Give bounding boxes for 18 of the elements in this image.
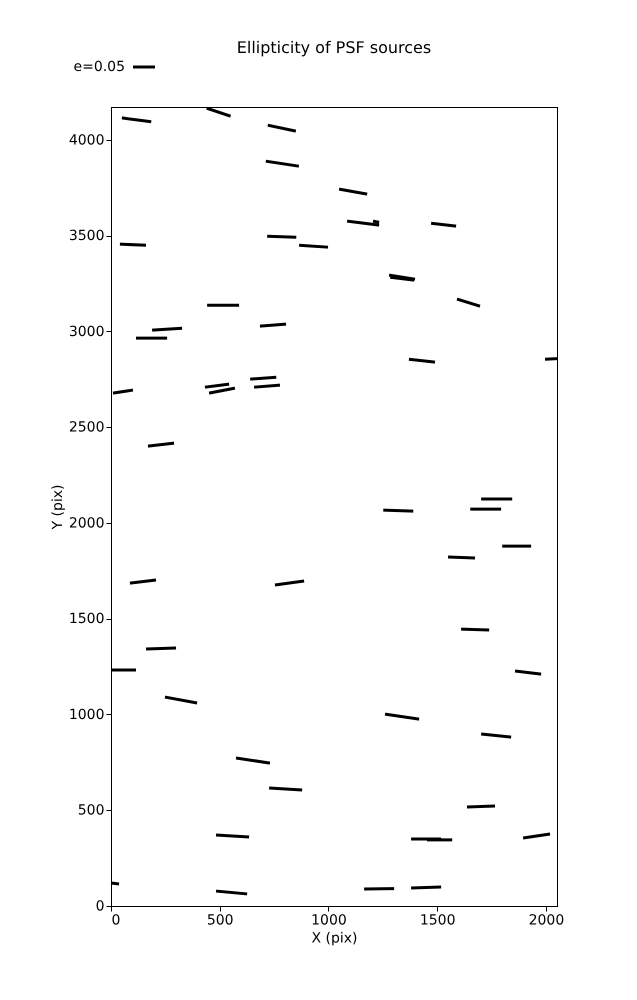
- x-tick-label: 500: [206, 912, 234, 928]
- y-axis-title: Y (pix): [50, 484, 66, 530]
- y-tick-label: 1000: [68, 706, 104, 723]
- y-tick-label: 1500: [68, 611, 104, 628]
- x-tick-label: 1500: [420, 912, 456, 928]
- x-tick-label: 0: [112, 912, 120, 928]
- y-tick-label: 4000: [68, 132, 104, 148]
- chart-title: Ellipticity of PSF sources: [236, 38, 432, 57]
- y-tick-label: 2500: [68, 420, 104, 436]
- x-tick-label: 1000: [311, 912, 347, 928]
- y-tick-label: 3000: [68, 324, 104, 340]
- y-tick-label: 2000: [68, 515, 104, 532]
- text: e=0.05: [73, 59, 125, 75]
- y-tick-label: 500: [78, 802, 104, 819]
- x-axis-title: X (pix): [311, 930, 358, 946]
- y-tick-label: 3500: [68, 228, 104, 244]
- x-tick-label: 2000: [528, 912, 564, 928]
- y-tick-label: 0: [96, 898, 104, 914]
